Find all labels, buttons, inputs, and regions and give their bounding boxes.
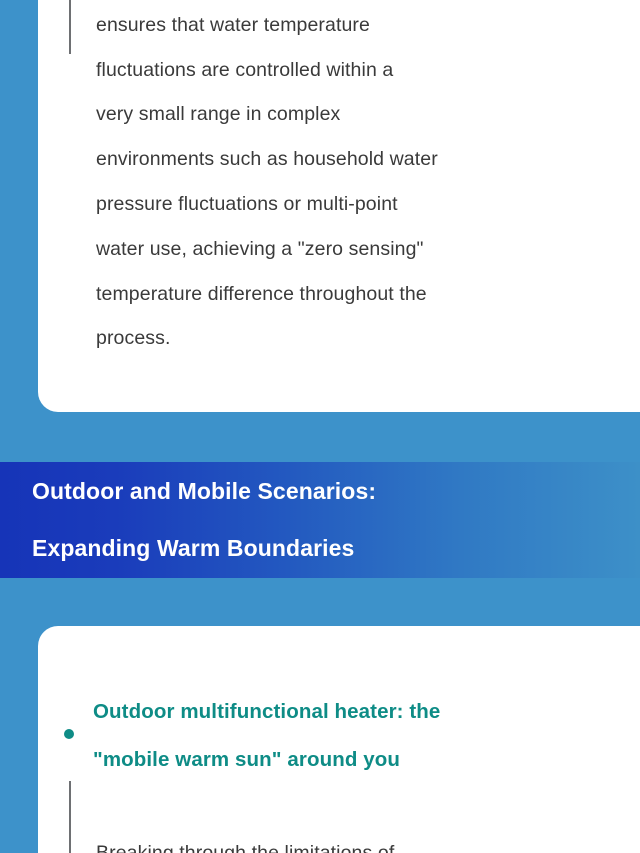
bullet-item-heading: Outdoor multifunctional heater: the "mob… — [93, 700, 441, 771]
bullet-dot-icon — [64, 729, 74, 739]
section-heading-band: Outdoor and Mobile Scenarios: Expanding … — [0, 462, 640, 578]
bullet-list-item: Outdoor multifunctional heater: the "mob… — [38, 688, 640, 784]
quote-block-top: frequency conversion technology, it ensu… — [69, 0, 579, 349]
section-heading-title: Outdoor and Mobile Scenarios: Expanding … — [32, 478, 377, 561]
article-card-outdoor-section: Outdoor multifunctional heater: the "mob… — [38, 626, 640, 853]
bottom-card-paragraph: Breaking through the limitations of — [96, 842, 395, 853]
article-card-indoor-section: frequency conversion technology, it ensu… — [38, 0, 640, 412]
top-card-paragraph: frequency conversion technology, it ensu… — [96, 13, 438, 350]
quote-block-bottom: Breaking through the limitations of — [69, 781, 579, 853]
